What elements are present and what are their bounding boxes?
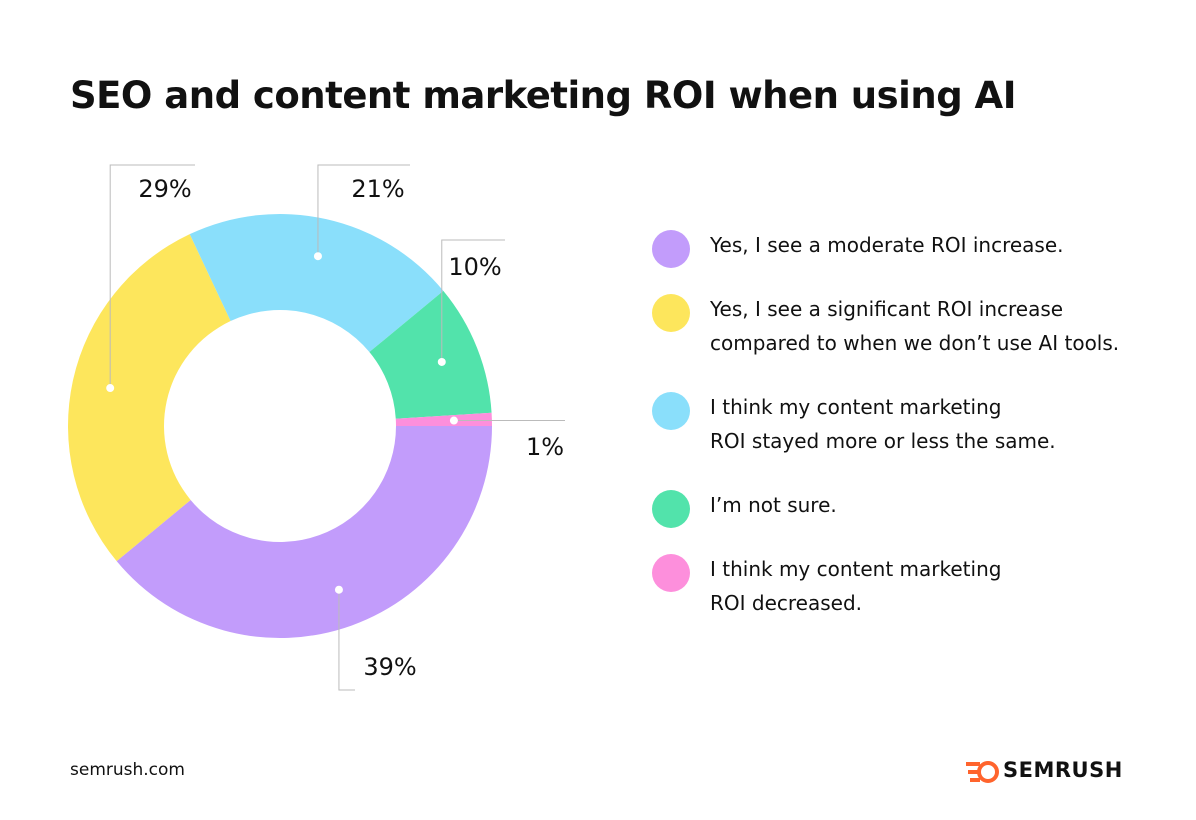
value-label: 29% xyxy=(138,175,191,203)
value-label: 1% xyxy=(526,433,564,461)
legend-swatch xyxy=(652,554,690,592)
leader-dot xyxy=(334,585,343,594)
brand-icon xyxy=(966,761,999,783)
leader-dot xyxy=(449,416,458,425)
leader-dot xyxy=(106,384,115,393)
legend-item: I’m not sure. xyxy=(652,488,1119,528)
legend-item: I think my content marketing ROI decreas… xyxy=(652,552,1119,620)
value-label: 21% xyxy=(351,175,404,203)
leader-line xyxy=(441,239,505,362)
legend-label: I think my content marketing ROI stayed … xyxy=(710,395,1056,453)
value-label: 39% xyxy=(363,653,416,681)
legend-swatch xyxy=(652,392,690,430)
value-label: 10% xyxy=(448,253,501,281)
leader-line xyxy=(317,164,410,257)
source: semrush.com xyxy=(70,760,185,780)
legend-item: Yes, I see a significant ROI increase co… xyxy=(652,292,1119,360)
legend: Yes, I see a moderate ROI increase. Yes, … xyxy=(652,228,1119,650)
leader-dot xyxy=(313,252,322,261)
chart-title: SEO and content marketing ROI when using… xyxy=(70,74,1016,117)
donut-slice xyxy=(67,234,231,562)
legend-item: I think my content marketing ROI stayed … xyxy=(652,390,1119,458)
legend-label: I think my content marketing ROI decreas… xyxy=(710,557,1002,615)
legend-swatch xyxy=(652,294,690,332)
legend-swatch xyxy=(652,230,690,268)
leader-line xyxy=(109,164,195,389)
legend-label: Yes, I see a significant ROI increase co… xyxy=(710,297,1120,355)
legend-label: Yes, I see a moderate ROI increase. xyxy=(710,233,1064,257)
brand: SEMRUSH xyxy=(1003,758,1123,782)
donut-slice xyxy=(116,426,493,639)
donut-slice xyxy=(369,290,492,419)
leader-dot xyxy=(437,357,446,366)
donut-slice xyxy=(395,412,492,426)
legend-swatch xyxy=(652,490,690,528)
legend-item: Yes, I see a moderate ROI increase. xyxy=(652,228,1119,268)
leader-line xyxy=(338,589,355,691)
donut-slice xyxy=(189,214,444,353)
legend-label: I’m not sure. xyxy=(710,493,837,517)
